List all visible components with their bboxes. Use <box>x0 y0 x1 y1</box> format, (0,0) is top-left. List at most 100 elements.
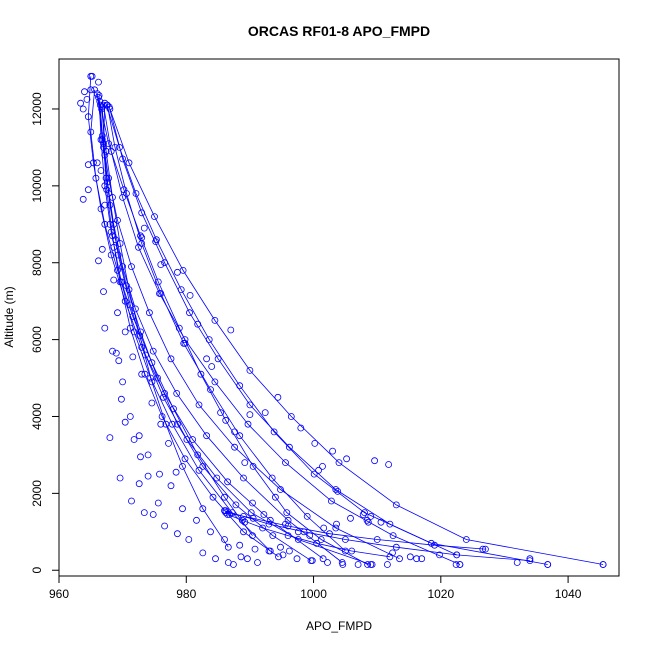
data-point <box>107 228 115 236</box>
data-point <box>118 278 125 286</box>
data-point <box>275 553 282 561</box>
data-point <box>101 201 109 209</box>
y-tick-label: 8000 <box>30 249 44 276</box>
data-point <box>173 389 181 397</box>
data-point <box>109 347 116 355</box>
data-point <box>84 186 92 194</box>
data-point <box>145 309 153 317</box>
data-point <box>368 561 376 568</box>
series-line <box>109 108 604 565</box>
axis-layer: 960 980 1000 1020 1040 0 2000 4000 6000 8000 10000… <box>30 92 582 601</box>
data-point <box>114 266 121 274</box>
data-point <box>130 436 138 443</box>
data-point <box>217 409 225 417</box>
data-point <box>341 547 349 555</box>
data-point <box>222 416 230 424</box>
data-point <box>129 353 137 361</box>
data-point <box>221 493 228 501</box>
data-point <box>229 561 237 568</box>
data-point <box>81 88 88 96</box>
data-point <box>244 420 252 428</box>
data-point <box>112 349 120 357</box>
data-point <box>114 251 122 259</box>
data-point <box>114 309 121 317</box>
data-point <box>157 290 165 297</box>
data-point <box>224 478 232 486</box>
data-point <box>106 434 114 442</box>
data-point <box>526 557 534 564</box>
data-point <box>203 432 211 440</box>
data-point <box>231 443 239 451</box>
data-point <box>324 559 331 566</box>
data-point <box>140 224 148 232</box>
data-point <box>436 551 443 559</box>
data-point <box>111 143 119 151</box>
x-tick-label: 1020 <box>427 587 454 601</box>
series-line <box>87 76 324 560</box>
series-line <box>106 104 548 565</box>
y-tick-label: 10000 <box>30 169 44 203</box>
data-point <box>179 462 186 470</box>
data-point <box>98 105 105 113</box>
data-point <box>157 420 165 428</box>
data-point <box>167 482 175 490</box>
data-point <box>363 516 371 524</box>
data-point <box>158 413 166 420</box>
data-point <box>240 528 247 536</box>
data-point <box>91 86 98 94</box>
data-point <box>237 553 245 561</box>
data-point <box>101 182 109 190</box>
data-point <box>194 320 202 328</box>
data-point <box>195 466 203 474</box>
data-point <box>126 301 134 309</box>
data-point <box>311 439 319 447</box>
data-point <box>126 324 134 332</box>
data-point <box>479 545 487 553</box>
data-point <box>294 528 302 536</box>
data-point <box>347 514 354 522</box>
data-point <box>249 532 256 539</box>
series-line <box>224 510 530 561</box>
data-point <box>413 555 421 563</box>
data-point <box>199 505 207 513</box>
data-point <box>148 378 156 386</box>
data-point <box>125 286 133 294</box>
data-point <box>138 370 146 378</box>
data-point <box>167 355 175 363</box>
data-point <box>270 428 278 436</box>
data-point <box>116 240 124 247</box>
data-point <box>261 409 269 417</box>
data-point <box>320 524 328 532</box>
data-point <box>157 261 165 269</box>
data-point <box>95 257 102 265</box>
data-point <box>84 113 92 121</box>
data-point <box>102 147 110 155</box>
data-point <box>128 497 135 505</box>
data-point <box>203 355 211 363</box>
data-point <box>125 159 133 167</box>
data-point <box>367 513 375 520</box>
data-point <box>373 536 381 543</box>
data-point <box>236 541 244 549</box>
data-point <box>364 561 372 568</box>
data-point <box>240 474 247 482</box>
data-point <box>294 536 302 543</box>
data-point <box>385 461 393 468</box>
data-point <box>101 324 109 332</box>
data-point <box>284 532 292 539</box>
data-point <box>168 420 176 428</box>
data-point <box>333 520 340 528</box>
data-point <box>389 532 397 539</box>
data-point <box>87 86 95 94</box>
data-point <box>106 105 114 113</box>
data-point <box>207 528 214 536</box>
data-point <box>232 501 240 509</box>
x-axis-label: APO_FMPD <box>306 619 372 633</box>
data-point <box>265 547 273 555</box>
data-point <box>135 480 143 488</box>
data-point <box>319 462 326 470</box>
data-point <box>142 351 149 359</box>
series-line <box>100 105 368 565</box>
x-tick-label: 1000 <box>300 587 327 601</box>
